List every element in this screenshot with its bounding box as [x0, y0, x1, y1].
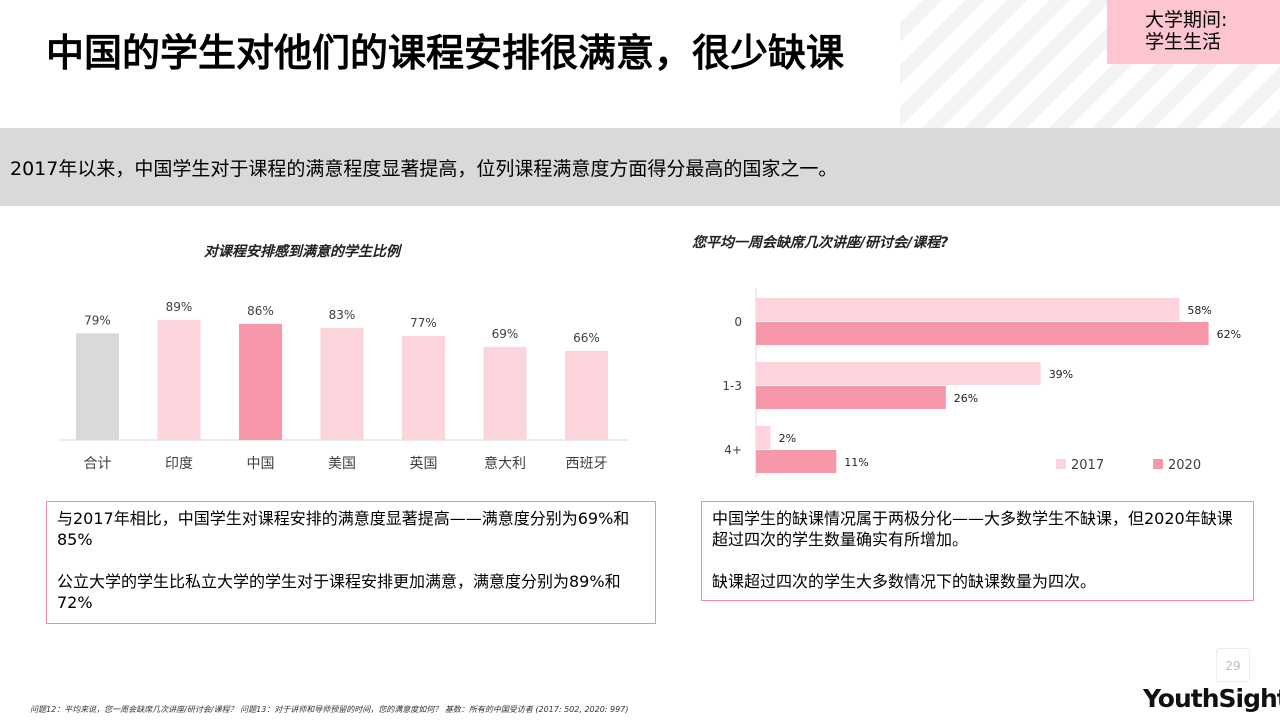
satisfaction-chart: 79% 合计 89% 印度 86% 中国 83% 美国 77% 英国 69% 意大利 66% 西班牙 — [58, 300, 628, 472]
bar-意大利 — [483, 346, 527, 440]
category-label: 意大利 — [484, 455, 526, 472]
section-tag-line1: 大学期间: — [1145, 9, 1228, 31]
category-label: 1-3 — [722, 379, 742, 393]
category-label: 英国 — [410, 455, 438, 472]
bar-value-label: 66% — [573, 331, 600, 345]
absence-chart: 0 58% 62% 1-3 39% 26% 4+ 2% 11% 2017 2020 — [722, 288, 1241, 478]
right-insight-p2: 缺课超过四次的学生大多数情况下的缺课数量为四次。 — [712, 572, 1097, 591]
bar-value-label: 83% — [329, 308, 356, 322]
bar-value-label: 39% — [1049, 368, 1073, 381]
legend-label: 2020 — [1168, 458, 1201, 473]
legend-label: 2017 — [1071, 458, 1104, 473]
bar-1-3-2017 — [756, 362, 1041, 385]
page-title: 中国的学生对他们的课程安排很满意，很少缺课 — [46, 31, 845, 75]
bar-英国 — [402, 336, 445, 440]
bar-value-label: 77% — [410, 316, 437, 330]
bar-4+-2017 — [756, 426, 771, 449]
category-label: 0 — [734, 315, 742, 329]
category-label: 中国 — [247, 456, 275, 472]
footnote: 问题12：平均来说，您一周会缺席几次讲座/研讨会/课程？ 问题13：对于讲师和导… — [30, 705, 629, 714]
right-insight-box: 中国学生的缺课情况属于两极分化——大多数学生不缺课，但2020年缺课超过四次的学… — [701, 501, 1254, 601]
satisfaction-chart-title: 对课程安排感到满意的学生比例 — [204, 244, 400, 260]
right-insight-p1: 中国学生的缺课情况属于两极分化——大多数学生不缺课，但2020年缺课超过四次的学… — [712, 509, 1233, 549]
summary-banner-text: 2017年以来，中国学生对于课程的满意程度显著提高，位列课程满意度方面得分最高的… — [10, 158, 838, 180]
bar-西班牙 — [565, 350, 608, 440]
legend-swatch-2020 — [1153, 459, 1163, 469]
section-tag-line2: 学生生活 — [1145, 31, 1222, 53]
bar-中国 — [239, 323, 282, 440]
bar-value-label: 89% — [166, 300, 193, 314]
category-label: 美国 — [328, 456, 356, 472]
bar-value-label: 58% — [1187, 304, 1211, 317]
bar-合计 — [76, 333, 119, 440]
youthsight-logo: YouthSight — [1143, 684, 1280, 713]
category-label: 印度 — [165, 456, 193, 472]
bar-美国 — [320, 327, 364, 440]
legend-swatch-2017 — [1056, 459, 1066, 469]
category-label: 合计 — [84, 456, 112, 472]
absence-chart-title: 您平均一周会缺席几次讲座/研讨会/课程? — [692, 235, 949, 251]
bar-value-label: 79% — [84, 313, 111, 327]
bar-印度 — [157, 319, 201, 440]
left-insight-p2: 公立大学的学生比私立大学的学生对于课程安排更加满意，满意度分别为89%和72% — [57, 572, 621, 612]
bar-value-label: 26% — [954, 392, 978, 405]
bar-value-label: 86% — [247, 304, 274, 318]
bar-1-3-2020 — [756, 386, 946, 409]
bar-0-2020 — [756, 322, 1209, 345]
bar-4+-2020 — [756, 450, 837, 473]
left-insight-p1: 与2017年相比，中国学生对课程安排的满意度显著提高——满意度分别为69%和85… — [57, 509, 630, 549]
left-insight-box: 与2017年相比，中国学生对课程安排的满意度显著提高——满意度分别为69%和85… — [46, 501, 656, 624]
category-label: 4+ — [724, 443, 742, 457]
bar-value-label: 2% — [779, 432, 796, 445]
bar-value-label: 69% — [492, 327, 519, 341]
bar-value-label: 62% — [1217, 328, 1241, 341]
page-number: 29 — [1216, 648, 1250, 682]
summary-banner: 2017年以来，中国学生对于课程的满意程度显著提高，位列课程满意度方面得分最高的… — [0, 128, 1280, 206]
section-tag: 大学期间: 学生生活 — [1107, 0, 1280, 64]
category-label: 西班牙 — [566, 456, 608, 472]
bar-0-2017 — [756, 298, 1180, 321]
bar-value-label: 11% — [844, 456, 868, 469]
